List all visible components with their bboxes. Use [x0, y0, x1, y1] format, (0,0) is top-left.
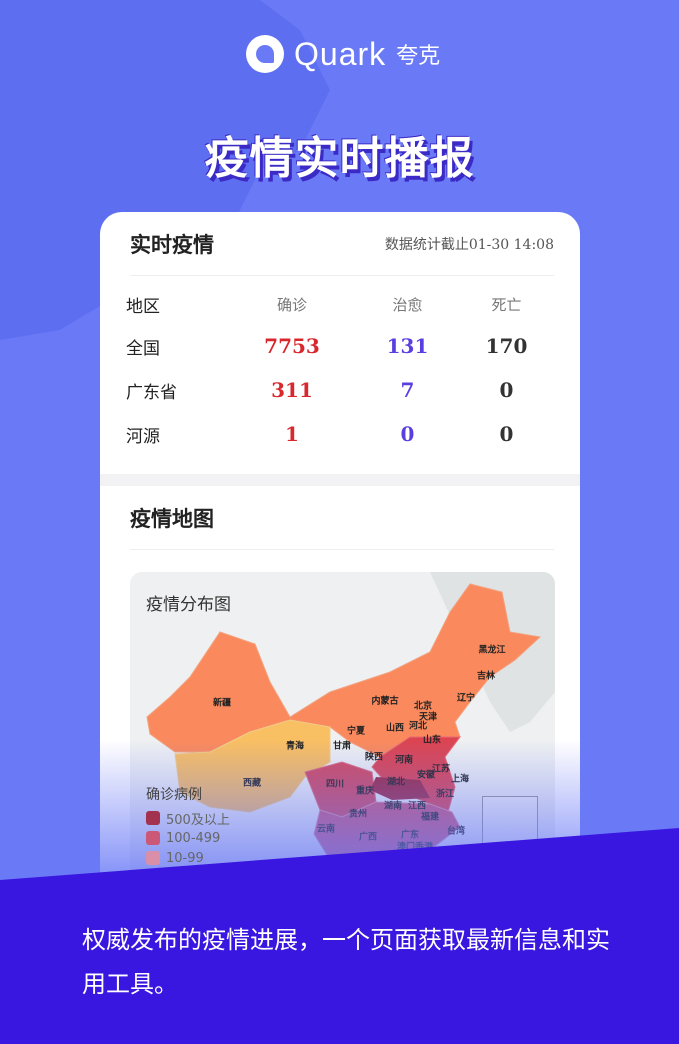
table-row[interactable]: 河源 1 0 0 [126, 412, 556, 456]
cured: 0 [400, 422, 415, 446]
confirmed: 311 [271, 378, 313, 402]
quark-logo-icon [246, 35, 284, 73]
province-label: 吉林 [476, 671, 496, 682]
province-label: 黑龙江 [478, 645, 506, 656]
table-row[interactable]: 广东省 311 7 0 [126, 368, 556, 412]
brand-name-cn: 夸克 [396, 44, 441, 69]
col-deaths: 死亡 [491, 295, 522, 314]
divider [100, 474, 580, 486]
deaths: 0 [499, 378, 514, 402]
slogan: 权威发布的疫情进展，一个页面获取最新信息和实用工具。 [82, 926, 610, 998]
province-label: 新疆 [212, 698, 232, 709]
province-label: 宁夏 [346, 726, 366, 737]
legend-label: 100-499 [166, 830, 221, 846]
col-confirmed: 确诊 [276, 295, 307, 314]
legend-swatch [146, 811, 160, 825]
confirmed: 7753 [264, 334, 320, 358]
map-legend: 确诊病例 500及以上 100-499 10-99 [146, 784, 230, 868]
table-row[interactable]: 全国 7753 131 170 [126, 324, 556, 368]
legend-item: 500及以上 [146, 808, 230, 828]
province-label: 辽宁 [456, 693, 476, 704]
col-cured: 治愈 [392, 295, 423, 314]
region: 河源 [126, 426, 160, 447]
legend-label: 500及以上 [166, 812, 230, 828]
confirmed: 1 [285, 422, 299, 446]
realtime-title: 实时疫情 [130, 232, 214, 257]
province-label: 内蒙古 [371, 696, 399, 707]
map-section-title: 疫情地图 [130, 506, 214, 531]
province-label: 河北 [408, 721, 428, 732]
legend-title: 确诊病例 [146, 787, 202, 803]
legend-swatch [146, 851, 160, 865]
province-label: 北京 [413, 701, 433, 712]
province-label: 山西 [385, 723, 405, 734]
legend-item: 100-499 [146, 828, 230, 848]
deaths: 170 [485, 334, 528, 358]
deaths: 0 [499, 422, 514, 446]
stats-table: 地区 确诊 治愈 死亡 全国 7753 131 170 广东省 311 7 0 … [126, 284, 556, 456]
brand-name: Quark [294, 35, 387, 72]
cured: 131 [386, 334, 429, 358]
col-region: 地区 [126, 296, 160, 317]
legend-item: 10-99 [146, 848, 230, 868]
quark-logo: Quark 夸克 [246, 35, 440, 73]
headline: 疫情实时播报 [204, 133, 475, 184]
region: 全国 [126, 338, 160, 359]
region: 广东省 [126, 382, 177, 403]
update-time: 数据统计截止01-30 14:08 [384, 236, 554, 253]
cured: 7 [400, 378, 415, 402]
legend-swatch [146, 831, 160, 845]
province-label: 天津 [418, 712, 438, 723]
legend-label: 10-99 [166, 850, 204, 866]
map-title: 疫情分布图 [146, 595, 231, 615]
